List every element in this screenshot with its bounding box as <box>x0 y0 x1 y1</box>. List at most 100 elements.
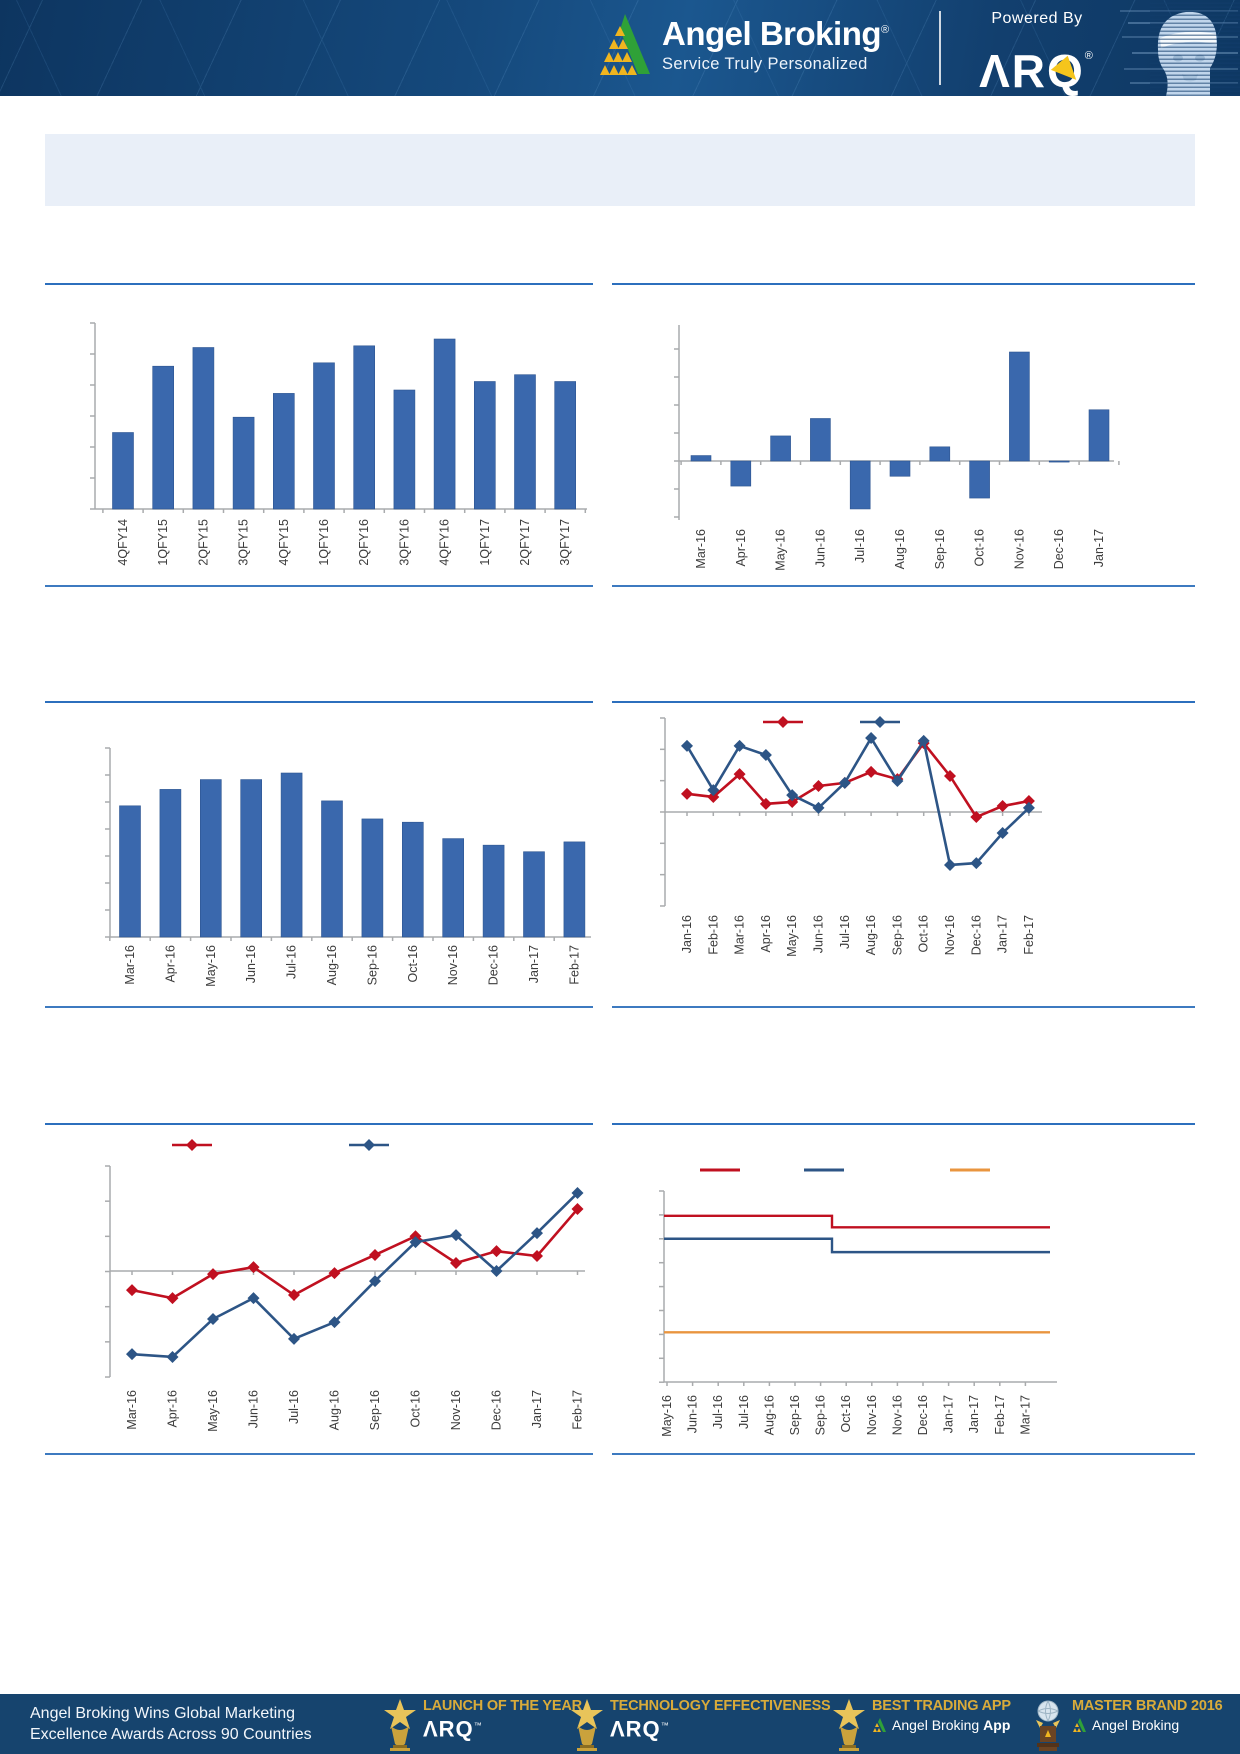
bar <box>393 389 416 510</box>
category-axis-labels: May-16 Jun-16 Jul-16 Jul-16 Aug-16 Sep-16 Sep-… <box>660 1395 1032 1437</box>
category-label: Jan-17 <box>967 1395 981 1433</box>
category-label: Nov-16 <box>865 1395 879 1435</box>
data-point-marker <box>865 732 878 745</box>
chart-monthly-net-bars: Mar-16 Apr-16 May-16 Jun-16 Jul-16 Aug-16 Sep-… <box>612 285 1195 585</box>
bar <box>119 805 141 938</box>
y-axis <box>674 325 680 520</box>
category-label: May-16 <box>660 1395 674 1437</box>
bar <box>563 841 586 938</box>
category-label: Nov-16 <box>943 915 957 955</box>
category-label: Mar-16 <box>694 529 708 569</box>
data-point-marker <box>409 1236 422 1249</box>
bar <box>152 365 174 510</box>
angel-broking-triangle-icon <box>600 14 650 75</box>
data-point-marker <box>450 1229 462 1242</box>
arq-logo: ΛRQ® <box>952 30 1122 96</box>
category-label: 2QFY15 <box>196 519 210 566</box>
category-label: Nov-16 <box>446 945 460 985</box>
bar <box>200 779 222 938</box>
data-point-marker <box>369 1275 381 1288</box>
data-point-marker <box>288 1289 300 1302</box>
category-label: Jul-16 <box>285 945 299 979</box>
chart-two-line-monthly-2: Mar-16 Apr-16 May-16 Jun-16 Jul-16 Aug-16 Sep-… <box>45 1125 593 1453</box>
data-point-marker <box>126 1284 138 1297</box>
y-axis <box>659 1190 665 1383</box>
section-rule-bottom-row2-right <box>612 1006 1195 1008</box>
red-series-plot <box>681 737 1035 824</box>
badge-title: BEST TRADING APP <box>872 1698 1011 1714</box>
badge-title: TECHNOLOGY EFFECTIVENESS <box>610 1698 831 1714</box>
category-label: Dec-16 <box>916 1395 930 1435</box>
chart-canvas: Jan-16 Feb-16 Mar-16 Apr-16 May-16 Jun-16 Jul-… <box>660 716 1042 957</box>
category-label: May-16 <box>206 1390 220 1432</box>
category-axis-labels: Mar-16 Apr-16 May-16 Jun-16 Jul-16 Aug-16 Sep-… <box>123 945 581 987</box>
data-point-marker <box>759 797 772 810</box>
category-label: 1QFY15 <box>156 519 170 566</box>
section-rule-top-right <box>612 283 1195 285</box>
chart-two-line-monthly: Jan-16 Feb-16 Mar-16 Apr-16 May-16 Jun-16 Jul-… <box>612 703 1195 1006</box>
category-axis-labels: Jan-16 Feb-16 Mar-16 Apr-16 May-16 Jun-16 Jul-… <box>680 915 1036 957</box>
data-point-marker <box>996 826 1009 839</box>
series-line <box>131 1192 579 1359</box>
arq-registered-mark: ® <box>1084 50 1095 62</box>
legend <box>763 716 900 728</box>
blue-series-plot <box>681 732 1035 871</box>
category-label: Sep-16 <box>814 1395 828 1435</box>
category-label: Jan-17 <box>996 915 1010 953</box>
category-label: Nov-16 <box>449 1390 463 1430</box>
category-label: Jan-17 <box>1092 529 1106 567</box>
category-label: Sep-16 <box>368 1390 382 1430</box>
data-point-marker <box>917 734 930 747</box>
category-label: Aug-16 <box>893 529 907 569</box>
x-axis <box>665 811 1042 816</box>
bar <box>401 821 424 938</box>
category-label: Mar-16 <box>123 945 137 985</box>
series-line <box>664 1214 1050 1229</box>
data-point-marker <box>369 1248 381 1261</box>
category-label: 1QFY17 <box>478 519 492 566</box>
data-point-marker <box>970 811 983 824</box>
bar <box>849 460 871 510</box>
angel-broking-mini-logo-icon <box>1073 1717 1086 1732</box>
series-line <box>131 1208 579 1300</box>
header-bar: Angel Broking® Service Truly Personalize… <box>0 0 1240 96</box>
header-divider <box>939 11 941 85</box>
category-label: Jan-17 <box>530 1390 544 1428</box>
data-point-marker <box>571 1203 584 1216</box>
category-label: Dec-16 <box>1052 529 1066 569</box>
category-label: Jun-16 <box>686 1395 700 1433</box>
category-label: Jul-16 <box>838 915 852 949</box>
chart-quarterly-bars: 4QFY14 1QFY15 2QFY15 3QFY15 4QFY15 1QFY16 2QFY… <box>45 285 593 585</box>
section-rule-bottom-row1-right <box>612 585 1195 587</box>
data-point-marker <box>707 790 720 803</box>
category-label: Feb-17 <box>1022 915 1036 955</box>
category-label: Feb-17 <box>993 1395 1007 1435</box>
y-axis <box>105 747 111 938</box>
angel-broking-mini-logo-icon <box>873 1717 886 1732</box>
chart-canvas: 4QFY14 1QFY15 2QFY15 3QFY15 4QFY15 1QFY16 2QFY… <box>90 322 587 566</box>
category-label: Jan-16 <box>680 915 694 953</box>
bar <box>523 851 545 938</box>
data-point-marker <box>328 1267 341 1280</box>
data-point-marker <box>865 765 878 778</box>
x-axis <box>664 1381 1057 1386</box>
red-series-plot <box>126 1203 584 1305</box>
footer-line1: Angel Broking Wins Global Marketing <box>30 1705 296 1722</box>
bar <box>313 362 335 510</box>
section-rule-top-left <box>45 283 593 285</box>
category-axis-labels: 4QFY14 1QFY15 2QFY15 3QFY15 4QFY15 1QFY16 2QFY… <box>116 519 572 566</box>
bar <box>112 432 134 510</box>
category-label: Feb-17 <box>571 1390 585 1430</box>
chart-canvas: Mar-16 Apr-16 May-16 Jun-16 Jul-16 Aug-16 Sep-… <box>105 747 596 987</box>
bar <box>1009 351 1030 462</box>
legend-marker <box>363 1139 375 1151</box>
data-point-marker <box>166 1292 179 1305</box>
category-label: Dec-16 <box>969 915 983 955</box>
badge-title: LAUNCH OF THE YEAR <box>423 1698 582 1714</box>
category-label: Apr-16 <box>166 1390 180 1428</box>
category-label: Mar-17 <box>1018 1395 1032 1435</box>
category-label: Jan-17 <box>942 1395 956 1433</box>
badge-title: MASTER BRAND 2016 <box>1072 1698 1223 1714</box>
category-label: Nov-16 <box>1012 529 1026 569</box>
data-point-marker <box>1022 801 1035 814</box>
